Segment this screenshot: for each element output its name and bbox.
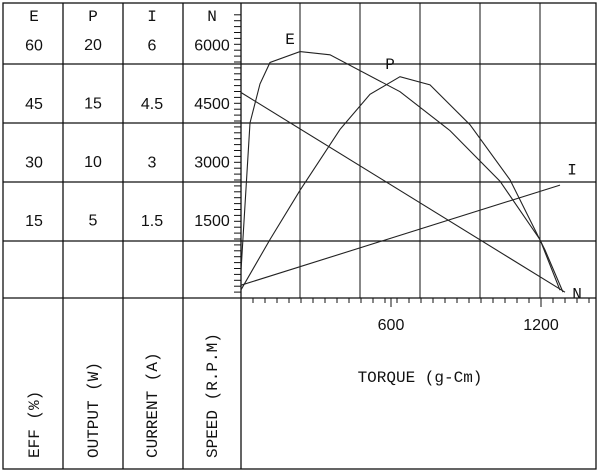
axis-label: EFF (%) [26, 391, 44, 458]
axis-label: CURRENT (A) [144, 352, 162, 458]
curve [240, 184, 561, 286]
y-tick-label: 4500 [194, 96, 230, 113]
x-tick-label: 1200 [523, 317, 559, 334]
y-tick-label: 45 [25, 96, 43, 113]
y-tick-label: 1.5 [141, 213, 163, 230]
curve [240, 76, 564, 293]
y-tick-label: 15 [84, 96, 102, 113]
y-tick-label: 6000 [194, 38, 230, 55]
y-tick-label: 10 [84, 154, 102, 171]
x-axis-title: TORQUE (g-Cm) [358, 369, 483, 387]
curve [240, 51, 561, 291]
curve-label: P [385, 56, 395, 74]
series-header: P [88, 8, 98, 26]
series-header: E [29, 8, 39, 26]
y-tick-label: 60 [25, 38, 43, 55]
y-tick-label: 1500 [194, 213, 230, 230]
axis-label: OUTPUT (W) [85, 362, 103, 458]
y-tick-label: 3 [148, 154, 157, 171]
y-tick-label: 15 [25, 213, 43, 230]
curve-label: N [572, 285, 582, 303]
y-tick-label: 4.5 [141, 96, 163, 113]
y-tick-label: 6 [148, 38, 157, 55]
y-tick-label: 5 [89, 213, 98, 230]
y-tick-label: 3000 [194, 154, 230, 171]
curve-label: I [567, 161, 577, 179]
series-header: N [207, 8, 217, 26]
x-tick-label: 600 [378, 317, 405, 334]
axis-label: SPEED (R.P.M) [204, 333, 222, 458]
curve-label: E [285, 31, 295, 49]
y-tick-label: 20 [84, 37, 102, 54]
y-tick-label: 30 [25, 154, 43, 171]
curve [240, 92, 566, 293]
series-header: I [147, 8, 157, 26]
